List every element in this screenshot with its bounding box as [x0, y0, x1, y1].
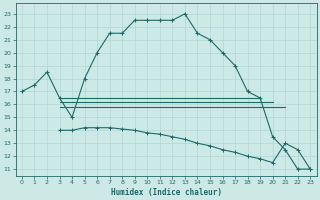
X-axis label: Humidex (Indice chaleur): Humidex (Indice chaleur): [111, 188, 221, 197]
